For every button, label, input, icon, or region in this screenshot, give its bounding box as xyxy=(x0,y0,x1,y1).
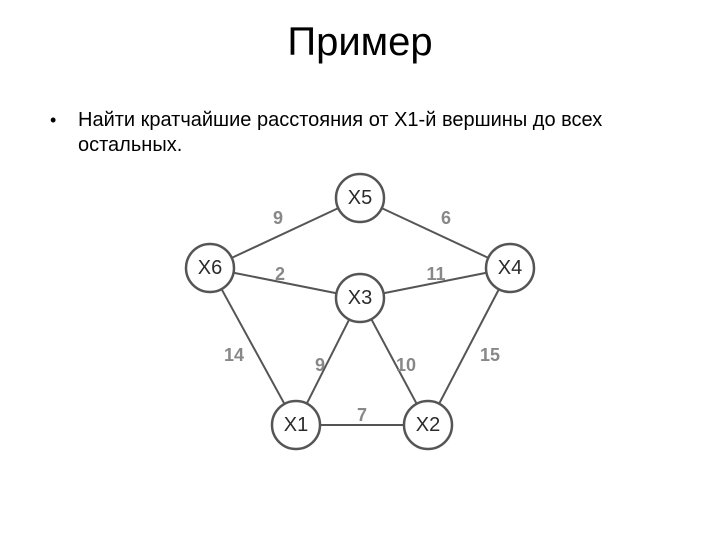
slide: Пример • Найти кратчайшие расстояния от … xyxy=(0,0,720,540)
graph-node-label: X3 xyxy=(348,287,372,309)
bullet-item: • Найти кратчайшие расстояния от X1-й ве… xyxy=(50,108,670,158)
edge-weight: 11 xyxy=(426,264,445,284)
page-title: Пример xyxy=(0,20,720,65)
graph-node-label: X4 xyxy=(498,257,522,279)
bullet-marker: • xyxy=(50,108,78,132)
edge-weight: 6 xyxy=(441,208,451,228)
graph-svg: 9 6 2 11 14 9 10 15 7 X5 X6 X4 X3 X1 X2 xyxy=(170,170,550,470)
edge-weight: 2 xyxy=(275,264,285,284)
edge-weight: 14 xyxy=(224,345,244,365)
graph-container: 9 6 2 11 14 9 10 15 7 X5 X6 X4 X3 X1 X2 xyxy=(170,170,550,470)
bullet-text: Найти кратчайшие расстояния от X1-й верш… xyxy=(78,108,670,158)
graph-node-label: X6 xyxy=(198,257,222,279)
edge-weight: 10 xyxy=(396,355,416,375)
edge xyxy=(307,319,349,403)
graph-node-label: X2 xyxy=(416,414,440,436)
edge-weight: 9 xyxy=(273,208,283,228)
graph-node-label: X1 xyxy=(284,414,308,436)
body-text: • Найти кратчайшие расстояния от X1-й ве… xyxy=(50,108,670,158)
edge-weight: 7 xyxy=(357,405,367,425)
graph-node-label: X5 xyxy=(348,187,372,209)
edge xyxy=(382,208,489,258)
edge-weight: 9 xyxy=(315,355,325,375)
edge-weight: 15 xyxy=(480,345,500,365)
edge xyxy=(232,208,339,258)
